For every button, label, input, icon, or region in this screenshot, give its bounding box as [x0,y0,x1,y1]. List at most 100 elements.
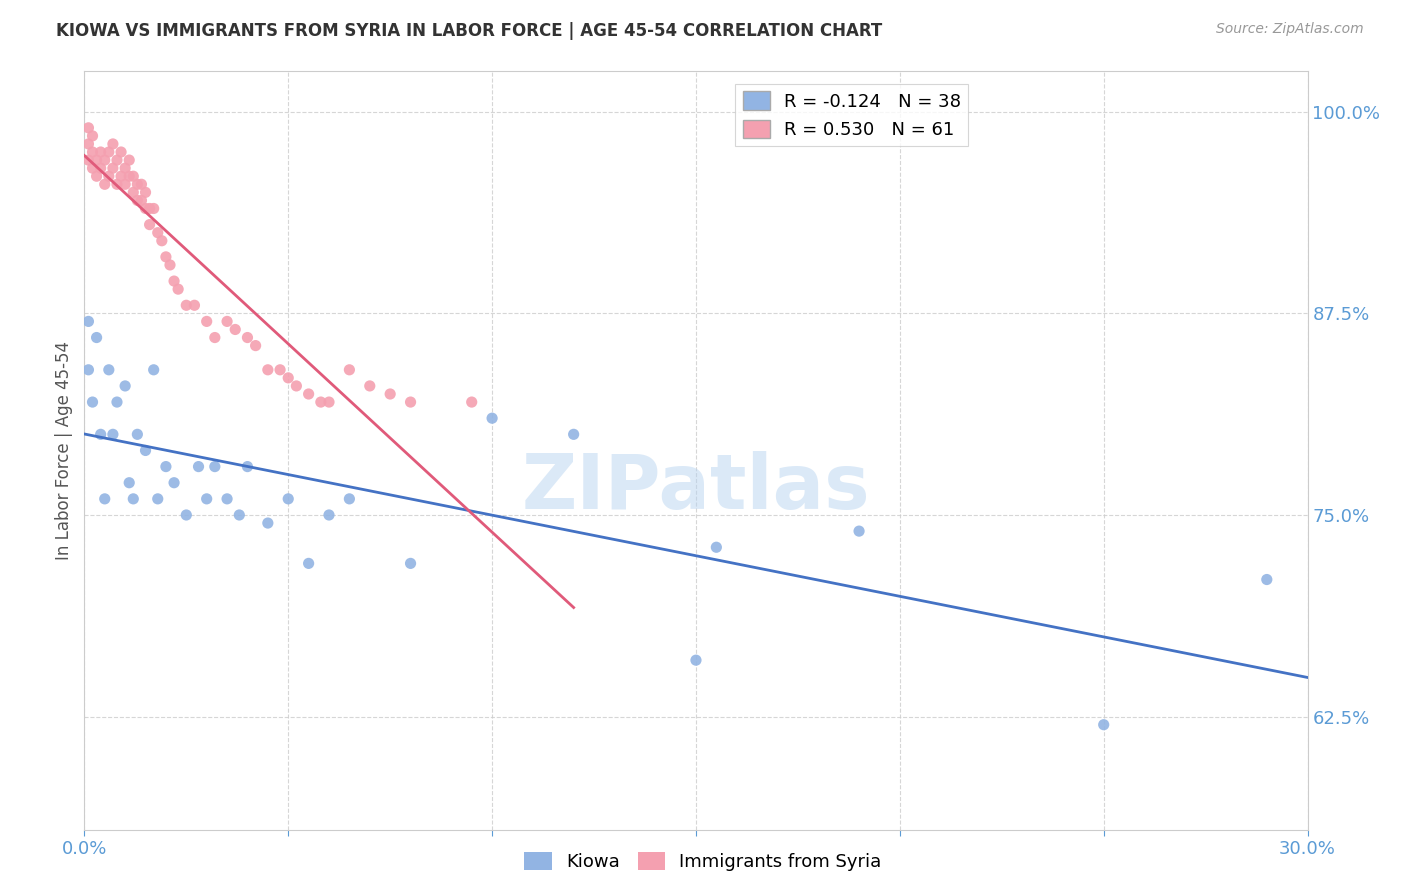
Point [174,508,197,522]
Point [155,459,177,474]
Point [339,363,361,377]
Point [217,314,239,328]
Point [257,363,280,377]
Point [481,411,503,425]
Point [150,234,173,248]
Point [131,178,153,192]
Point [86,169,108,184]
Point [236,330,259,344]
Point [1256,573,1278,587]
Point [706,541,728,555]
Point [77,363,100,377]
Point [163,274,186,288]
Point [97,169,120,184]
Text: ZIPatlas: ZIPatlas [522,451,870,525]
Text: Source: ZipAtlas.com: Source: ZipAtlas.com [1216,22,1364,37]
Point [277,491,299,506]
Point [204,330,226,344]
Point [269,363,291,377]
Point [110,169,132,184]
Point [93,153,115,167]
Legend: R = -0.124   N = 38, R = 0.530   N = 61: R = -0.124 N = 38, R = 0.530 N = 61 [735,84,969,146]
Point [146,491,169,506]
Point [90,427,112,442]
Point [399,395,422,409]
Point [118,169,141,184]
Point [110,145,132,159]
Point [163,475,186,490]
Point [142,363,165,377]
Point [562,427,585,442]
Point [339,491,361,506]
Point [298,557,321,571]
Point [174,298,197,312]
Point [138,218,160,232]
Point [359,379,381,393]
Point [114,178,136,192]
Point [277,371,299,385]
Point [77,153,100,167]
Point [90,161,112,176]
Point [93,491,115,506]
Point [298,387,321,401]
Point [82,395,104,409]
Point [122,169,145,184]
Point [135,186,157,200]
Point [204,459,226,474]
Point [236,459,259,474]
Point [309,395,332,409]
Point [187,459,209,474]
Point [142,202,165,216]
Point [848,524,870,538]
Y-axis label: In Labor Force | Age 45-54: In Labor Force | Age 45-54 [55,341,73,560]
Point [122,186,145,200]
Point [318,395,340,409]
Point [183,298,205,312]
Point [399,557,422,571]
Point [685,653,707,667]
Point [77,136,100,151]
Point [101,427,124,442]
Point [127,178,149,192]
Point [118,475,141,490]
Legend: Kiowa, Immigrants from Syria: Kiowa, Immigrants from Syria [517,845,889,879]
Point [77,120,100,135]
Point [224,322,246,336]
Point [135,202,157,216]
Point [86,153,108,167]
Point [101,161,124,176]
Point [122,491,145,506]
Point [97,363,120,377]
Point [138,202,160,216]
Point [135,443,157,458]
Point [257,516,280,530]
Point [105,395,128,409]
Point [380,387,402,401]
Point [101,136,124,151]
Point [318,508,340,522]
Point [159,258,181,272]
Point [1092,717,1115,731]
Point [86,330,108,344]
Point [285,379,308,393]
Point [82,145,104,159]
Point [105,178,128,192]
Point [228,508,250,522]
Point [90,145,112,159]
Point [118,153,141,167]
Point [155,250,177,264]
Point [114,379,136,393]
Point [146,226,169,240]
Point [245,338,267,352]
Point [195,491,218,506]
Point [82,128,104,143]
Text: KIOWA VS IMMIGRANTS FROM SYRIA IN LABOR FORCE | AGE 45-54 CORRELATION CHART: KIOWA VS IMMIGRANTS FROM SYRIA IN LABOR … [56,22,883,40]
Point [77,314,100,328]
Point [97,145,120,159]
Point [114,161,136,176]
Point [127,427,149,442]
Point [127,194,149,208]
Point [131,194,153,208]
Point [82,161,104,176]
Point [461,395,484,409]
